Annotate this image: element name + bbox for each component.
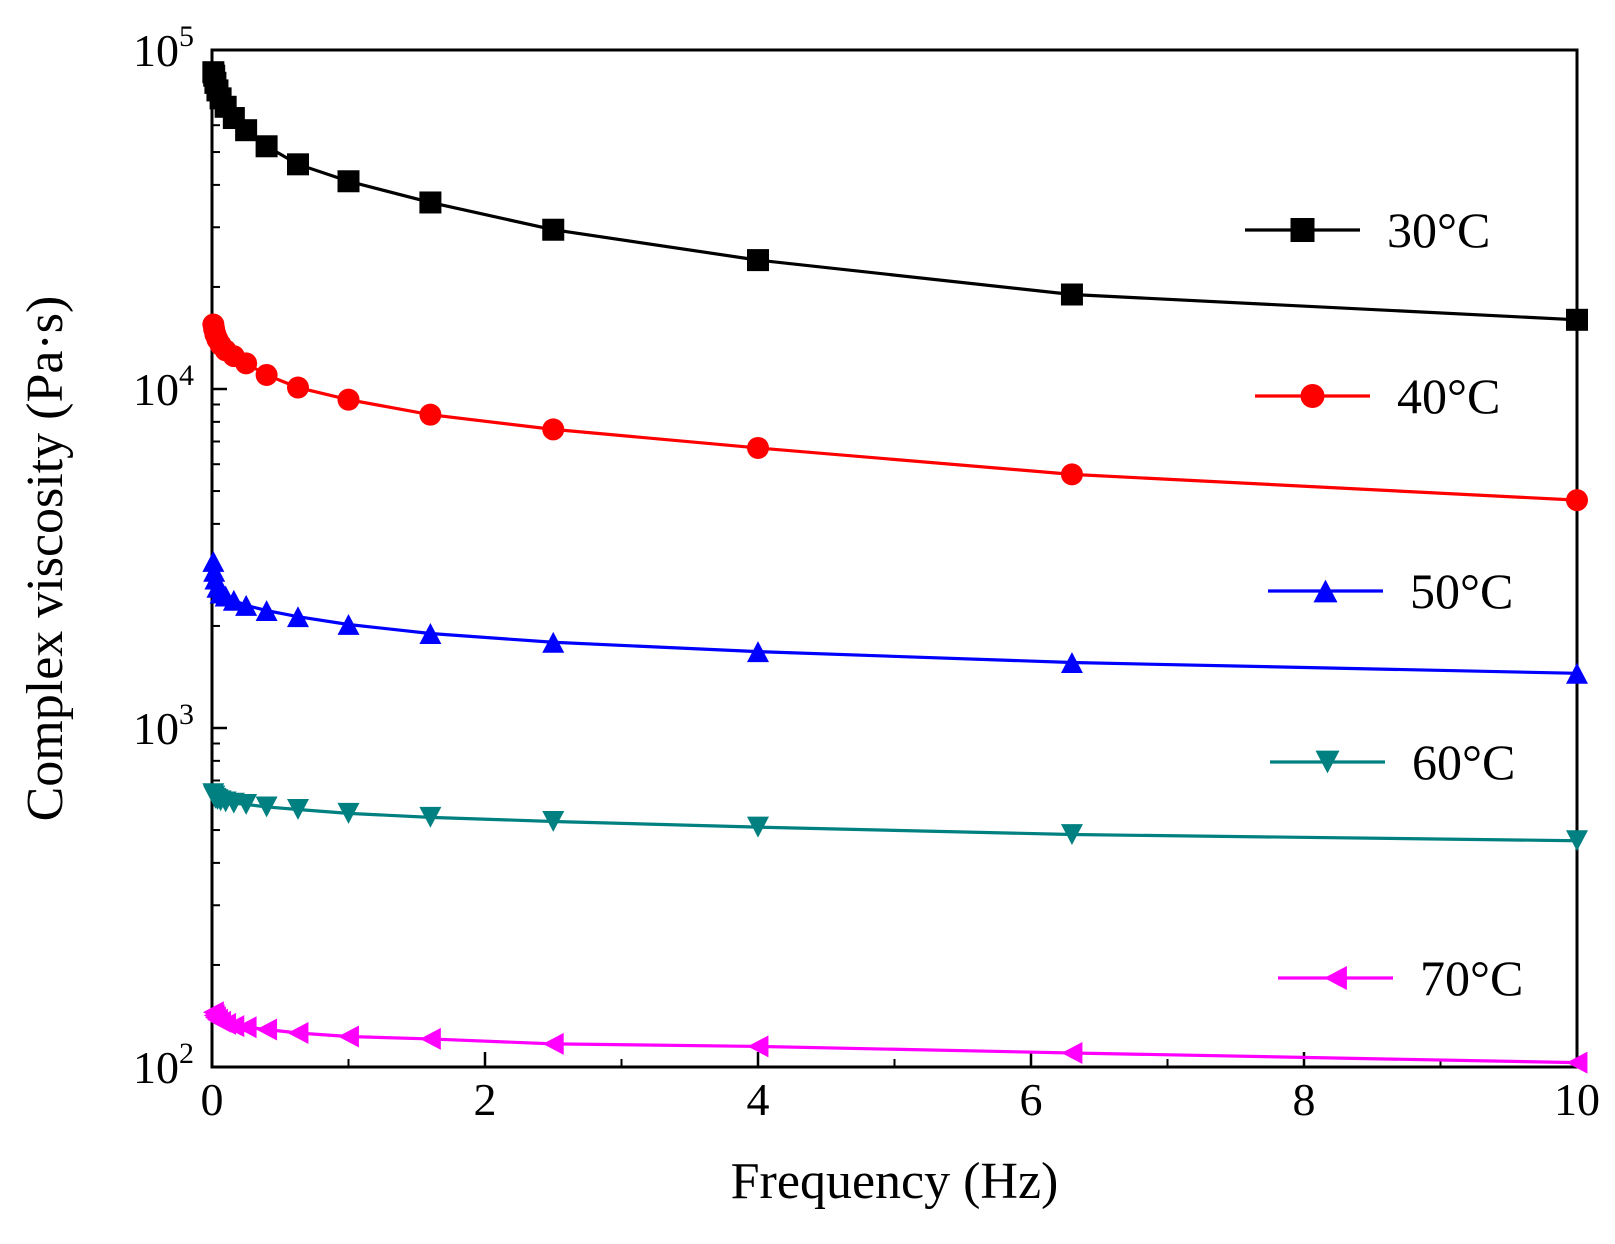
series-point — [1060, 652, 1083, 673]
series-point — [1060, 283, 1083, 306]
y-tick-label: 105 — [133, 20, 194, 76]
legend-label: 50°C — [1410, 563, 1513, 619]
series-point — [286, 799, 309, 820]
series-point — [222, 589, 245, 611]
legend-label: 30°C — [1387, 202, 1490, 258]
series-point — [255, 600, 278, 622]
legend-item: 30°C — [1245, 202, 1490, 258]
series-line — [211, 71, 1578, 322]
series-point — [542, 631, 565, 653]
series-point — [286, 606, 309, 628]
y-tick-label: 104 — [133, 359, 194, 415]
series-point — [235, 119, 258, 142]
series-point — [1061, 1041, 1083, 1064]
y-tick-label: 102 — [133, 1037, 194, 1093]
series-point — [419, 403, 442, 426]
series-point — [256, 1018, 278, 1041]
x-tick-label: 8 — [1293, 1074, 1316, 1125]
series-point — [419, 191, 442, 214]
series-point — [419, 623, 442, 644]
series-point — [1566, 308, 1588, 331]
series-point — [747, 249, 769, 272]
axes-layer: 0 2 4 6 8 10 102 103 104 105 — [133, 20, 1600, 1125]
series-40degC — [202, 313, 1588, 512]
series-point — [337, 614, 360, 635]
series-point — [1566, 1051, 1588, 1074]
plot-frame — [210, 48, 1579, 1069]
series-point — [1060, 463, 1083, 486]
series-70degC — [202, 1001, 1588, 1074]
legend-item: 50°C — [1268, 563, 1513, 619]
x-tick-label: 0 — [201, 1074, 224, 1125]
series-point — [542, 1032, 564, 1055]
legend-item: 40°C — [1255, 368, 1500, 424]
x-tick-label: 4 — [747, 1074, 770, 1125]
x-tick-label: 6 — [1020, 1074, 1043, 1125]
series-line — [211, 561, 1578, 675]
legend-label: 40°C — [1397, 368, 1500, 424]
series-line — [211, 793, 1578, 843]
legend-item: 60°C — [1270, 734, 1515, 790]
x-tick-label: 2 — [474, 1074, 497, 1125]
series-point — [337, 388, 360, 411]
y-axis-title: Complex viscosity (Pa·s) — [17, 296, 74, 822]
series-point — [255, 796, 278, 818]
series-point — [235, 594, 258, 616]
legend-marker — [1315, 750, 1340, 774]
series-60degC — [202, 783, 1588, 852]
series-point — [1060, 824, 1083, 845]
series-point — [287, 1021, 309, 1044]
legend-marker — [1300, 384, 1325, 408]
series-layer — [202, 61, 1588, 1074]
series-point — [419, 1027, 441, 1050]
series-point — [286, 376, 309, 399]
series-50degC — [202, 550, 1588, 684]
series-point — [542, 218, 565, 241]
series-point — [255, 135, 278, 158]
legend-layer: 30°C 40°C 50°C 60°C 70°C — [1245, 202, 1523, 1006]
series-point — [223, 1015, 245, 1038]
series-point — [255, 363, 278, 386]
legend-marker — [1290, 218, 1315, 242]
series-point — [542, 418, 565, 441]
series-point — [1566, 662, 1588, 684]
series-point — [747, 436, 769, 459]
series-point — [747, 1035, 769, 1058]
legend-label: 60°C — [1412, 734, 1515, 790]
series-point — [235, 1016, 257, 1039]
series-line — [211, 324, 1578, 502]
series-point — [542, 811, 565, 832]
x-axis-title: Frequency (Hz) — [731, 1153, 1059, 1210]
legend-marker — [1313, 579, 1338, 603]
series-point — [747, 641, 769, 663]
series-point — [1566, 830, 1588, 852]
series-point — [202, 550, 225, 572]
series-point — [235, 352, 258, 375]
series-point — [337, 802, 360, 824]
series-point — [419, 806, 442, 828]
series-point — [286, 153, 309, 176]
x-tick-label: 10 — [1554, 1074, 1600, 1125]
series-point — [235, 793, 258, 815]
series-line — [211, 1011, 1578, 1065]
legend-marker — [1324, 966, 1347, 990]
legend-item: 70°C — [1278, 950, 1523, 1006]
y-tick-label: 103 — [133, 698, 194, 754]
legend-label: 70°C — [1420, 950, 1523, 1006]
series-point — [337, 170, 360, 193]
series-point — [1566, 489, 1588, 512]
series-point — [338, 1025, 359, 1048]
series-point — [747, 816, 769, 838]
series-30degC — [202, 61, 1588, 331]
